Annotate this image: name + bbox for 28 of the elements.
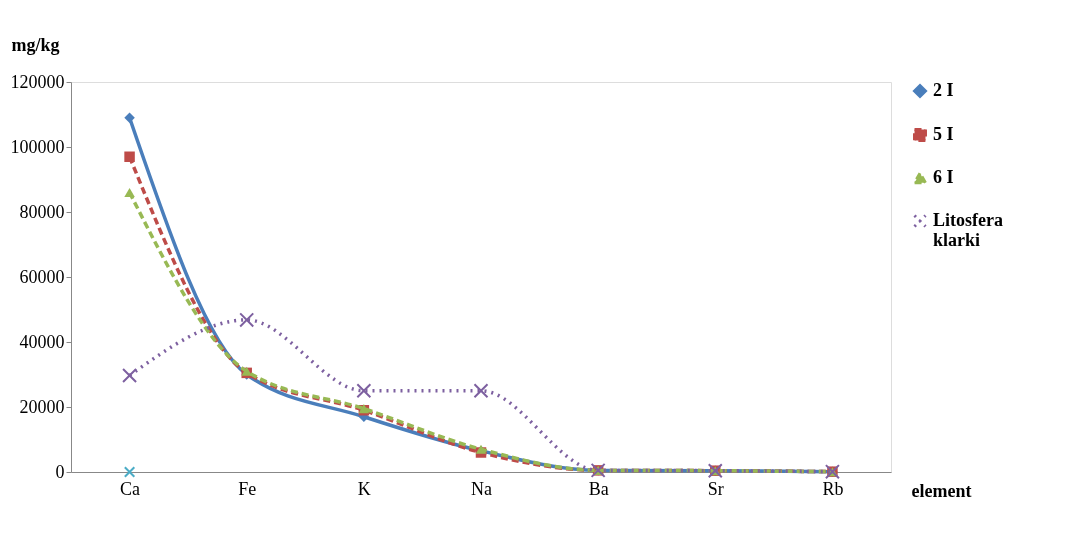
x-tick-label: Ba [588,478,609,499]
legend-label: 2 I [933,80,954,100]
x-tick-label: Sr [707,478,724,499]
point [122,367,138,383]
point [124,151,135,162]
x-tick-label: Rb [822,478,844,499]
y-tick-label: 60000 [19,266,65,287]
point [239,312,255,328]
x-tick-label: K [357,478,371,499]
y-tick-label: 0 [55,461,65,482]
x-tick-label: Na [471,478,492,499]
legend-label: 5 I [933,124,954,144]
point [124,112,135,123]
y-tick-label: 100000 [10,136,65,157]
y-axis-title: mg/kg [11,34,60,55]
point [124,187,135,198]
x-axis-title: element [911,480,972,501]
y-tick-label: 40000 [19,331,65,352]
y-tick-label: 120000 [10,71,65,92]
x-tick-label: Ca [120,478,141,499]
legend-label: Litosfera klarki [933,210,1003,250]
point [356,383,372,399]
x-tick-label: Fe [238,478,257,499]
point [473,383,489,399]
y-tick-label: 20000 [19,396,65,417]
y-tick-label: 80000 [19,201,65,222]
point [123,466,136,478]
legend-label: 6 I [933,167,954,187]
